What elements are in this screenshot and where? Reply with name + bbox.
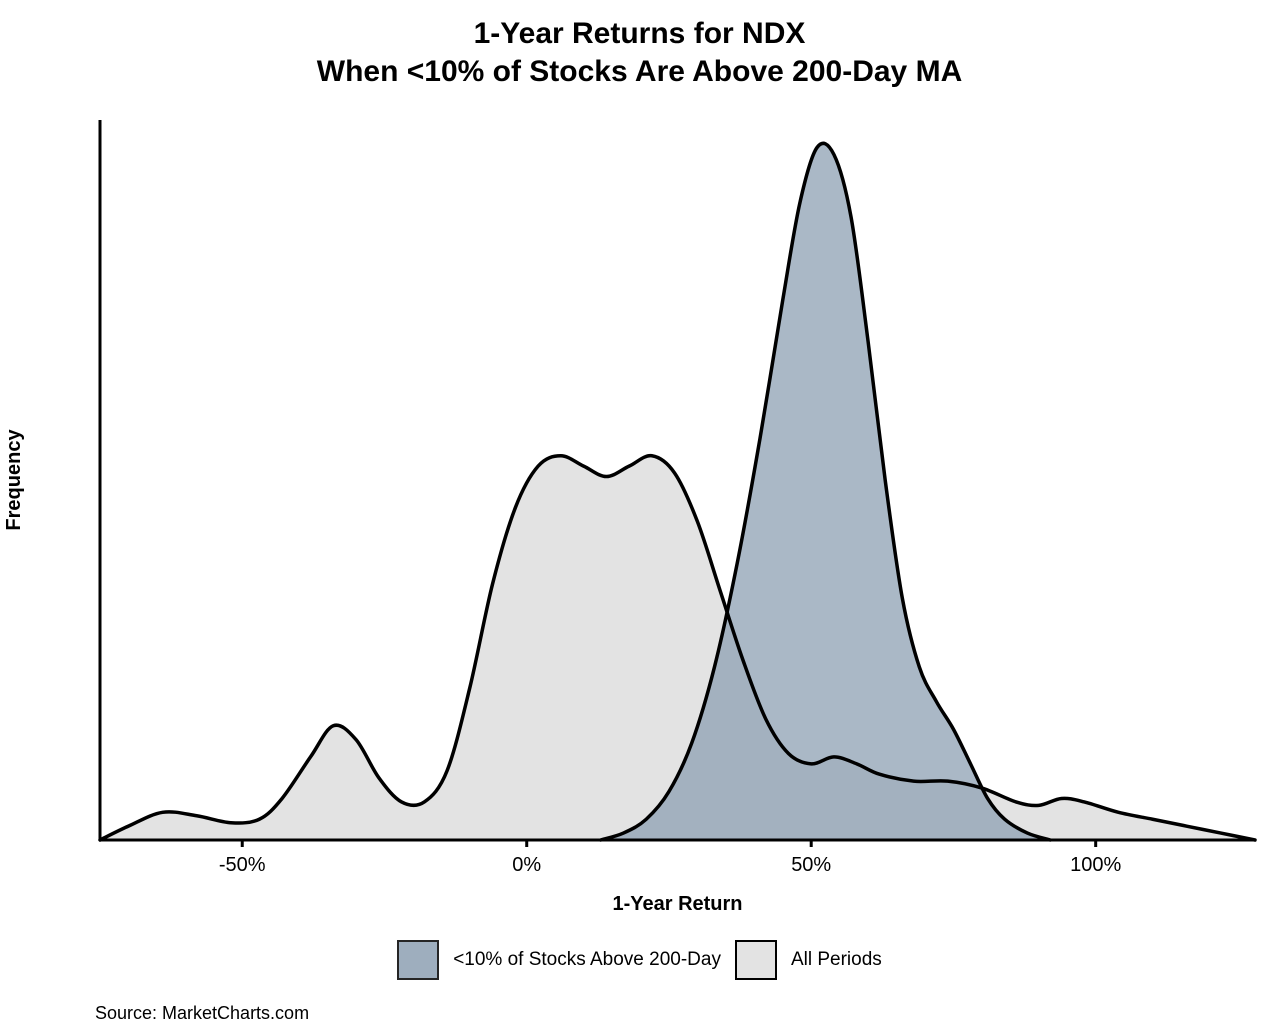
x-tick-label: 0% [512, 854, 541, 876]
chart-title-line1: 1-Year Returns for NDX [474, 17, 806, 50]
legend-label-0: <10% of Stocks Above 200-Day [453, 949, 721, 971]
chart-title: 1-Year Returns for NDX When <10% of Stoc… [0, 15, 1279, 90]
chart-legend: <10% of Stocks Above 200-Day All Periods [0, 940, 1279, 980]
chart-title-line2: When <10% of Stocks Are Above 200-Day MA [317, 55, 962, 88]
legend-swatch-0 [397, 940, 439, 980]
x-tick-label: 50% [791, 854, 831, 876]
legend-swatch-1 [735, 940, 777, 980]
x-tick-label: -50% [219, 854, 266, 876]
x-axis-label: 1-Year Return [612, 893, 742, 915]
chart-source: Source: MarketCharts.com [95, 1003, 309, 1024]
y-axis-label: Frequency [3, 429, 25, 531]
density-chart: -50% 0% 50% 100% 1-Year Return Frequency [0, 110, 1275, 930]
legend-label-1: All Periods [791, 949, 882, 971]
chart-container: 1-Year Returns for NDX When <10% of Stoc… [0, 0, 1279, 1033]
x-tick-label: 100% [1070, 854, 1121, 876]
